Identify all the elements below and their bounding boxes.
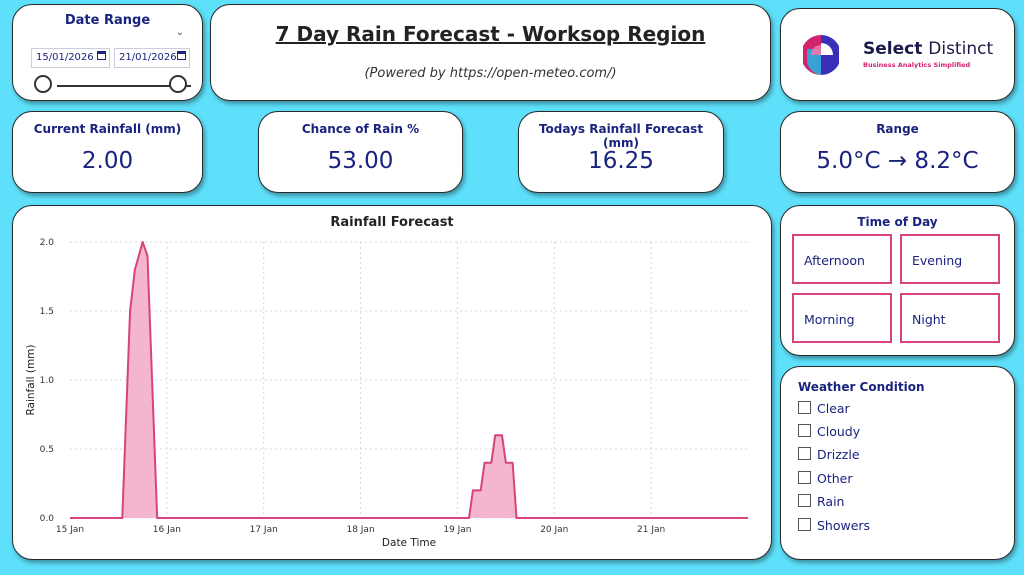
checkbox[interactable] bbox=[798, 471, 811, 484]
start-date-input[interactable]: 15/01/2026 bbox=[31, 48, 110, 68]
date-range-title: Date Range bbox=[64, 13, 151, 28]
date-slider-end-handle[interactable] bbox=[169, 75, 187, 93]
weather-option-rain[interactable]: Rain bbox=[798, 494, 844, 509]
kpi-label: Chance of Rain % bbox=[301, 122, 420, 136]
x-tick-label: 21 Jan bbox=[637, 525, 665, 535]
checkbox[interactable] bbox=[798, 518, 811, 531]
logo-card: Select Distinct Business Analytics Simpl… bbox=[780, 8, 1015, 101]
weather-option-showers[interactable]: Showers bbox=[798, 518, 870, 533]
y-tick-label: 2.0 bbox=[40, 238, 55, 248]
time-of-day-slicer: Time of Day Afternoon Evening Morning Ni… bbox=[780, 205, 1015, 356]
date-range-slicer: Date Range ⌄ 15/01/2026 21/01/2026 bbox=[12, 4, 203, 101]
x-axis-label: Date Time bbox=[382, 537, 436, 549]
chart-title: Rainfall Forecast bbox=[330, 215, 454, 230]
calendar-icon[interactable] bbox=[177, 51, 186, 60]
page-title: 7 Day Rain Forecast - Worksop Region bbox=[275, 22, 706, 46]
y-tick-label: 1.0 bbox=[40, 376, 55, 386]
x-tick-label: 19 Jan bbox=[443, 525, 471, 535]
rainfall-forecast-chart: Rainfall Forecast 0.0 0.5 1.0 1.5 2.0 15 Jan 1… bbox=[12, 205, 772, 560]
logo-tagline: Business Analytics Simplified bbox=[863, 61, 971, 69]
weather-condition-title: Weather Condition bbox=[798, 380, 925, 394]
x-tick-label: 18 Jan bbox=[346, 525, 374, 535]
chart-svg: 0.0 0.5 1.0 1.5 2.0 15 Jan 16 Jan 17 Jan 18 Jan 1… bbox=[25, 238, 748, 549]
date-slider-start-handle[interactable] bbox=[34, 75, 52, 93]
kpi-value: 5.0°C → 8.2°C bbox=[816, 148, 979, 174]
checkbox[interactable] bbox=[798, 424, 811, 437]
checkbox[interactable] bbox=[798, 401, 811, 414]
weather-option-label: Showers bbox=[817, 518, 871, 533]
end-date-input[interactable]: 21/01/2026 bbox=[114, 48, 190, 68]
kpi-label: Todays Rainfall Forecast (mm) bbox=[538, 122, 704, 150]
logo-wordmark: Select Distinct bbox=[863, 39, 993, 59]
y-axis-label: Rainfall (mm) bbox=[25, 344, 37, 415]
tod-option-evening[interactable]: Evening bbox=[900, 234, 1000, 284]
calendar-icon[interactable] bbox=[97, 51, 106, 60]
tod-option-night[interactable]: Night bbox=[900, 293, 1000, 343]
checkbox[interactable] bbox=[798, 447, 811, 460]
start-date-value: 15/01/2026 bbox=[36, 52, 94, 63]
kpi-value: 16.25 bbox=[588, 148, 654, 174]
y-tick-label: 0.0 bbox=[40, 514, 55, 524]
weather-condition-slicer: Weather Condition Clear Cloudy Drizzle O… bbox=[780, 366, 1015, 560]
kpi-temperature-range: Range 5.0°C → 8.2°C bbox=[780, 111, 1015, 193]
end-date-value: 21/01/2026 bbox=[119, 52, 177, 63]
weather-option-label: Drizzle bbox=[817, 447, 860, 462]
kpi-chance-of-rain: Chance of Rain % 53.00 bbox=[258, 111, 463, 193]
x-tick-label: 17 Jan bbox=[250, 525, 278, 535]
header-card: 7 Day Rain Forecast - Worksop Region (Po… bbox=[210, 4, 771, 101]
chevron-down-icon[interactable]: ⌄ bbox=[175, 27, 184, 38]
select-distinct-logo-icon bbox=[803, 35, 839, 75]
logo-name-bold: Select bbox=[863, 39, 923, 59]
weather-option-label: Clear bbox=[817, 401, 850, 416]
kpi-value: 53.00 bbox=[327, 148, 394, 174]
weather-option-cloudy[interactable]: Cloudy bbox=[798, 424, 860, 439]
page-subtitle: (Powered by https://open-meteo.com/) bbox=[364, 66, 617, 81]
y-tick-label: 0.5 bbox=[40, 445, 54, 455]
y-tick-label: 1.5 bbox=[40, 307, 54, 317]
tod-option-afternoon[interactable]: Afternoon bbox=[792, 234, 892, 284]
rainfall-area bbox=[70, 242, 748, 518]
weather-option-clear[interactable]: Clear bbox=[798, 401, 850, 416]
x-tick-label: 16 Jan bbox=[153, 525, 181, 535]
checkbox[interactable] bbox=[798, 494, 811, 507]
weather-option-drizzle[interactable]: Drizzle bbox=[798, 447, 860, 462]
kpi-label: Current Rainfall (mm) bbox=[33, 122, 182, 136]
date-slider-track[interactable] bbox=[57, 85, 191, 87]
x-tick-label: 15 Jan bbox=[56, 525, 84, 535]
logo-name-light: Distinct bbox=[928, 39, 994, 59]
kpi-current-rainfall: Current Rainfall (mm) 2.00 bbox=[12, 111, 203, 193]
kpi-todays-rainfall-forecast: Todays Rainfall Forecast (mm) 16.25 bbox=[518, 111, 724, 193]
weather-option-other[interactable]: Other bbox=[798, 471, 853, 486]
tod-option-morning[interactable]: Morning bbox=[792, 293, 892, 343]
time-of-day-title: Time of Day bbox=[857, 215, 938, 229]
kpi-value: 2.00 bbox=[81, 148, 134, 174]
kpi-label: Range bbox=[876, 122, 919, 136]
rainfall-line bbox=[70, 241, 748, 519]
weather-option-label: Cloudy bbox=[817, 424, 861, 439]
weather-option-label: Rain bbox=[817, 494, 845, 509]
weather-option-label: Other bbox=[817, 471, 853, 486]
x-tick-label: 20 Jan bbox=[540, 525, 568, 535]
